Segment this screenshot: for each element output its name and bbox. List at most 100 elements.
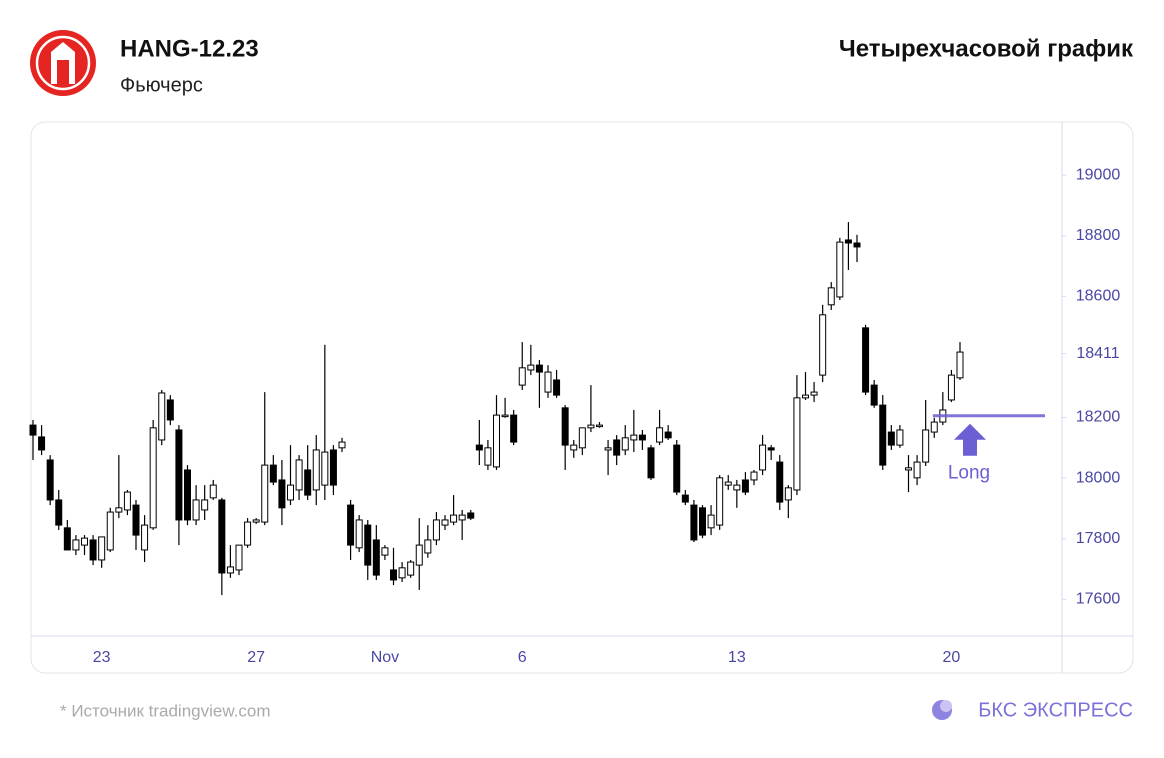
- candle-body: [690, 504, 698, 541]
- candle-body: [947, 374, 955, 401]
- candle-body: [853, 242, 861, 248]
- title: HANG-12.23: [120, 35, 259, 62]
- candle-body: [784, 487, 792, 501]
- candle-body: [733, 484, 741, 491]
- source: * Источник tradingview.com: [60, 701, 271, 720]
- chart-title: Четырехчасовой график: [839, 35, 1134, 62]
- candle-body: [55, 499, 63, 526]
- x-tick-label: Nov: [371, 649, 399, 666]
- candle-body: [415, 544, 423, 566]
- candle-body: [218, 499, 226, 574]
- candle-body: [793, 397, 801, 491]
- candle-body: [535, 364, 543, 373]
- candle-body: [896, 429, 904, 446]
- x-tick-label: 6: [518, 649, 527, 666]
- candle-body: [269, 464, 277, 483]
- candle-body: [578, 427, 586, 449]
- candle-body: [844, 239, 852, 244]
- candle-body: [355, 519, 363, 549]
- candle-body: [89, 539, 97, 561]
- long-label: Long: [948, 463, 990, 484]
- candle-body: [587, 424, 595, 429]
- candle-body: [441, 519, 449, 526]
- candle-body: [664, 431, 672, 439]
- candle-body: [424, 539, 432, 554]
- candle-body: [707, 514, 715, 529]
- candle-body: [123, 491, 131, 511]
- y-tick-label: 18411: [1076, 345, 1119, 362]
- candle-body: [184, 469, 191, 521]
- candle-body: [827, 287, 835, 306]
- candle-body: [870, 384, 878, 406]
- candle-body: [364, 524, 372, 566]
- y-tick-label: 18600: [1076, 288, 1121, 305]
- candle-body: [656, 427, 664, 443]
- candle-body: [810, 391, 818, 396]
- candle-body: [312, 449, 320, 491]
- candle-body: [304, 469, 312, 496]
- y-tick-label: 18200: [1076, 409, 1121, 426]
- candle-body: [295, 459, 303, 491]
- plot: 17600 17800 18000 18200 18411 18600 18800 19000…: [29, 166, 1121, 666]
- subtitle: Фьючерс: [120, 74, 203, 96]
- candle-body: [862, 327, 870, 393]
- candle-body: [716, 477, 724, 526]
- candle-body: [175, 429, 183, 521]
- candle-body: [741, 479, 749, 493]
- candle-body: [776, 461, 784, 503]
- candle-body: [278, 479, 286, 509]
- candle-body: [98, 536, 106, 561]
- candle-body: [141, 524, 149, 551]
- candle-body: [467, 512, 475, 519]
- candle-body: [750, 471, 758, 481]
- candle-body: [149, 427, 157, 529]
- candle-body: [106, 511, 114, 551]
- candle-body: [432, 519, 440, 541]
- candle-body: [553, 379, 561, 396]
- y-tick-label: 19000: [1076, 166, 1121, 183]
- candle-body: [510, 414, 518, 443]
- chart-card: [30, 121, 1134, 674]
- candle-body: [630, 434, 638, 441]
- candle-body: [673, 444, 681, 493]
- candle-body: [621, 437, 629, 451]
- candle-body: [475, 444, 483, 451]
- candle-body: [338, 441, 346, 449]
- long-arrow: [954, 423, 986, 456]
- brand-logo: [932, 700, 952, 720]
- candle-body: [956, 351, 964, 379]
- y-tick-label: 17800: [1076, 530, 1121, 547]
- candle-body: [527, 364, 535, 371]
- candle-body: [930, 421, 938, 433]
- candle-body: [518, 367, 526, 386]
- candle-body: [724, 481, 732, 486]
- candle-body: [647, 447, 655, 479]
- candle-body: [115, 507, 123, 513]
- candle-body: [201, 499, 209, 511]
- x-tick-label: 27: [247, 649, 265, 666]
- candle-body: [879, 404, 887, 466]
- candle-body: [38, 436, 46, 451]
- candle-body: [802, 394, 809, 399]
- candle-body: [501, 414, 509, 418]
- candle-body: [398, 567, 406, 579]
- candle-body: [209, 484, 217, 499]
- candle-body: [81, 537, 88, 546]
- candle-body: [922, 429, 930, 463]
- candle-body: [347, 504, 355, 546]
- candle-body: [46, 459, 54, 501]
- candle-body: [544, 371, 552, 393]
- candle-body: [767, 447, 775, 451]
- candle-body: [699, 507, 706, 536]
- candle-body: [759, 444, 767, 471]
- candle-body: [458, 514, 466, 521]
- candle-body: [29, 424, 37, 436]
- candle-body: [261, 464, 269, 523]
- x-tick-label: 23: [93, 649, 111, 666]
- y-tick-label: 18800: [1076, 227, 1121, 244]
- candle-body: [390, 569, 397, 581]
- y-tick-label: 18000: [1076, 469, 1121, 486]
- candle-body: [493, 414, 500, 468]
- candle-body: [132, 504, 140, 536]
- candle-body: [226, 566, 234, 574]
